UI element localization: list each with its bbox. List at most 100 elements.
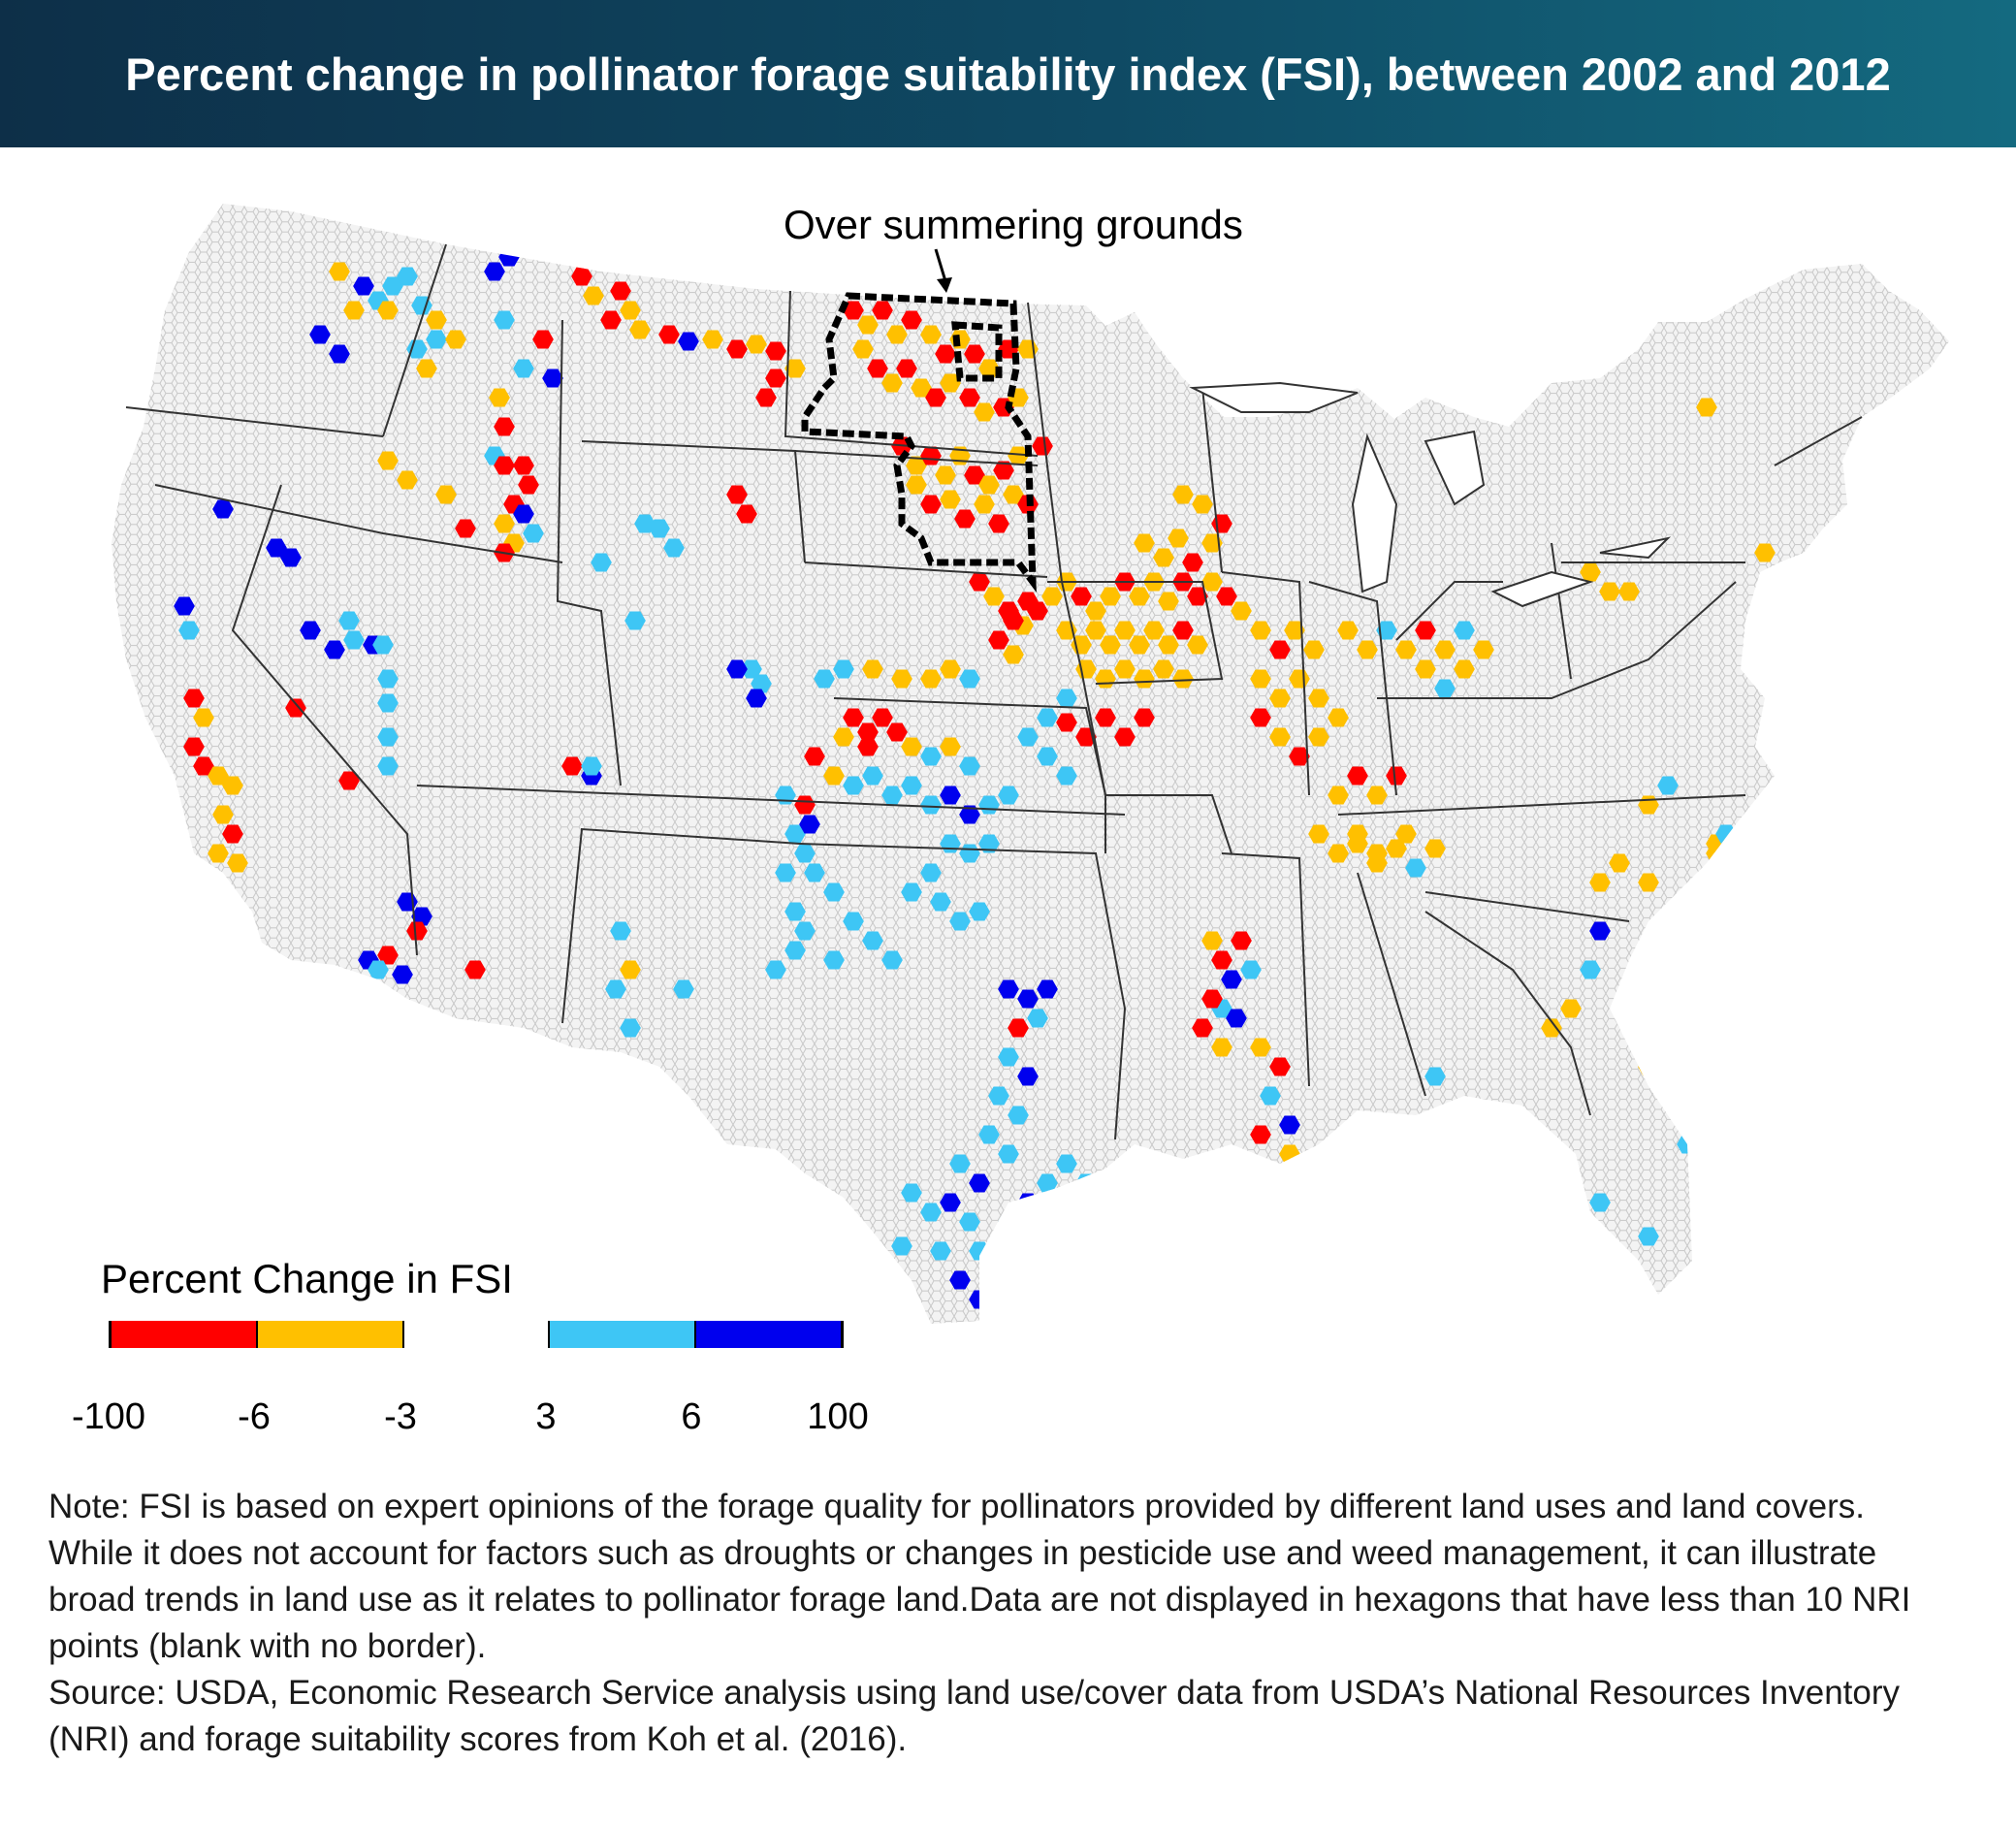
fsi-change-hex (1395, 824, 1417, 844)
fsi-change-hex (804, 747, 825, 766)
fsi-change-hex (920, 863, 942, 882)
fsi-change-hex (906, 475, 927, 495)
fsi-change-hex (726, 485, 748, 504)
fsi-change-hex (494, 514, 515, 533)
fsi-change-hex (489, 388, 510, 407)
hex-data-layer (174, 247, 1843, 1324)
fsi-change-hex (867, 359, 888, 378)
fsi-change-hex (397, 267, 418, 286)
fsi-change-hex (498, 247, 520, 267)
fsi-change-hex (222, 776, 243, 795)
fsi-change-hex (784, 359, 806, 378)
fsi-change-hex (494, 417, 515, 436)
fsi-change-hex (416, 359, 437, 378)
fsi-change-hex (935, 465, 956, 485)
fsi-change-hex (411, 907, 432, 926)
fsi-change-hex (823, 882, 845, 902)
fsi-change-hex (368, 960, 389, 979)
fsi-change-hex (988, 514, 1009, 533)
fsi-change-hex (1201, 989, 1223, 1009)
fsi-change-hex (746, 689, 767, 708)
fsi-change-hex (920, 747, 942, 766)
legend-tick: -3 (384, 1396, 417, 1437)
fsi-change-hex (338, 611, 360, 630)
fsi-change-hex (1168, 529, 1189, 548)
fsi-change-hex (377, 756, 399, 776)
fsi-change-hex (1279, 1144, 1300, 1164)
fsi-change-hex (1269, 1057, 1291, 1076)
fsi-change-hex (1211, 1038, 1232, 1057)
fsi-change-hex (1172, 669, 1194, 689)
fsi-change-hex (959, 1212, 980, 1232)
fsi-change-hex (1405, 858, 1426, 878)
fsi-change-hex (746, 335, 767, 354)
fsi-change-hex (208, 844, 229, 863)
fsi-change-hex (1696, 398, 1717, 417)
fsi-change-hex (862, 766, 883, 786)
fsi-change-hex (377, 693, 399, 713)
fsi-change-hex (969, 1173, 990, 1193)
fsi-change-hex (755, 388, 777, 407)
fsi-change-hex (1129, 587, 1150, 606)
chart-title: Percent change in pollinator forage suit… (125, 48, 1891, 100)
fsi-change-hex (1114, 659, 1136, 679)
fsi-change-hex (227, 853, 248, 873)
fsi-change-hex (663, 538, 685, 558)
fsi-change-hex (1017, 1067, 1039, 1086)
fsi-change-hex (1017, 592, 1039, 611)
fsi-change-hex (1172, 621, 1194, 640)
fsi-change-hex (377, 451, 399, 470)
fsi-change-hex (993, 461, 1014, 480)
fsi-change-hex (1589, 873, 1611, 892)
fsi-change-hex (1328, 786, 1349, 805)
fsi-change-hex (1192, 495, 1213, 514)
fsi-change-hex (1434, 640, 1456, 659)
fsi-change-hex (881, 373, 903, 393)
fsi-change-hex (940, 1193, 961, 1212)
fsi-change-hex (949, 1270, 971, 1290)
fsi-change-hex (583, 286, 604, 305)
fsi-change-hex (1216, 587, 1237, 606)
fsi-change-hex (702, 330, 723, 349)
fsi-change-hex (765, 960, 786, 979)
fsi-change-hex (193, 708, 214, 727)
fsi-change-hex (212, 805, 234, 824)
state-borders (125, 243, 1863, 1140)
fsi-change-hex (891, 669, 912, 689)
fsi-change-hex (974, 495, 995, 514)
fsi-change-hex (1003, 611, 1024, 630)
fsi-change-hex (1056, 713, 1077, 732)
fsi-change-hex (1075, 1173, 1097, 1193)
fsi-change-hex (1056, 1154, 1077, 1173)
fsi-change-hex (1071, 587, 1092, 606)
fsi-change-hex (426, 310, 447, 330)
fsi-change-hex (1434, 679, 1456, 698)
us-hex-map (112, 204, 1949, 1324)
fsi-change-hex (571, 267, 592, 286)
fsi-change-hex (1328, 844, 1349, 863)
fsi-change-hex (1153, 548, 1174, 567)
fsi-change-hex (930, 1241, 951, 1261)
fsi-change-hex (1211, 514, 1232, 533)
fsi-change-hex (329, 262, 350, 281)
fsi-change-hex (1250, 708, 1271, 727)
annotation-arrow (934, 248, 952, 293)
fsi-change-hex (901, 737, 922, 756)
fsi-change-hex (804, 863, 825, 882)
fsi-change-hex (1289, 747, 1310, 766)
fsi-change-hex (523, 524, 544, 543)
fsi-change-hex (591, 553, 612, 572)
fsi-change-hex (1284, 621, 1305, 640)
fsi-change-hex (998, 786, 1019, 805)
fsi-change-hex (377, 669, 399, 689)
fsi-change-hex (1599, 582, 1620, 601)
fsi-change-hex (1424, 1067, 1446, 1086)
fsi-change-hex (1250, 1125, 1271, 1144)
fsi-change-hex (1560, 999, 1582, 1018)
fsi-change-hex (1250, 621, 1271, 640)
fsi-change-hex (726, 659, 748, 679)
fsi-change-hex (925, 388, 946, 407)
fsi-change-hex (1424, 839, 1446, 858)
fsi-change-hex (857, 315, 879, 335)
legend-swatch-red (112, 1321, 256, 1348)
